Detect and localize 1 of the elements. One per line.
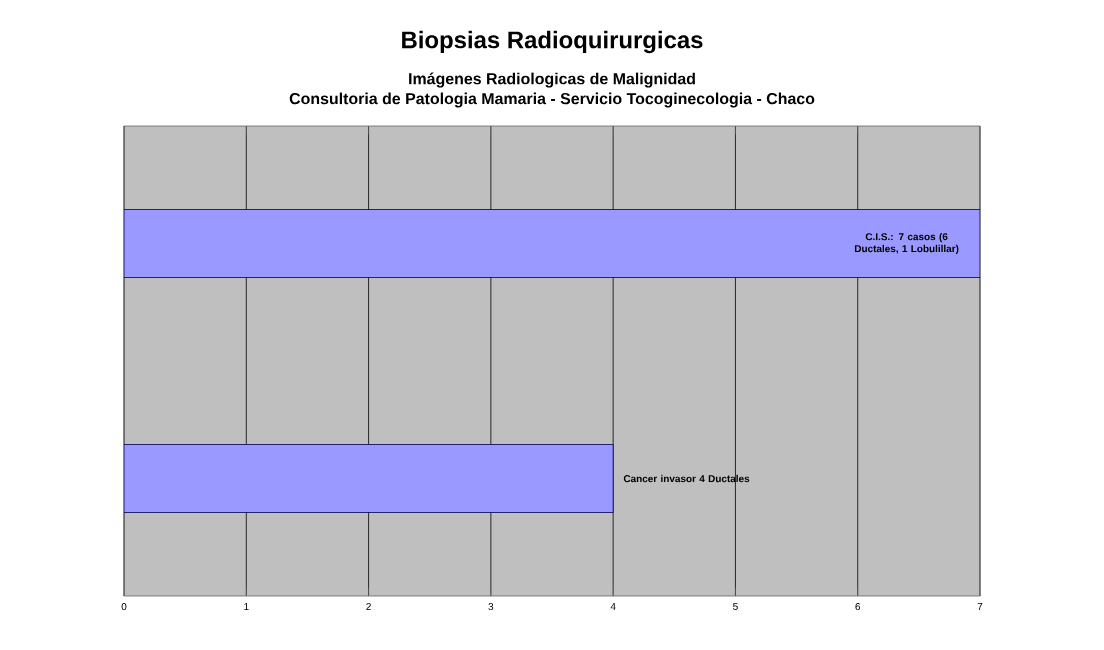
chart-title: Biopsias Radioquirurgicas: [402, 30, 703, 54]
